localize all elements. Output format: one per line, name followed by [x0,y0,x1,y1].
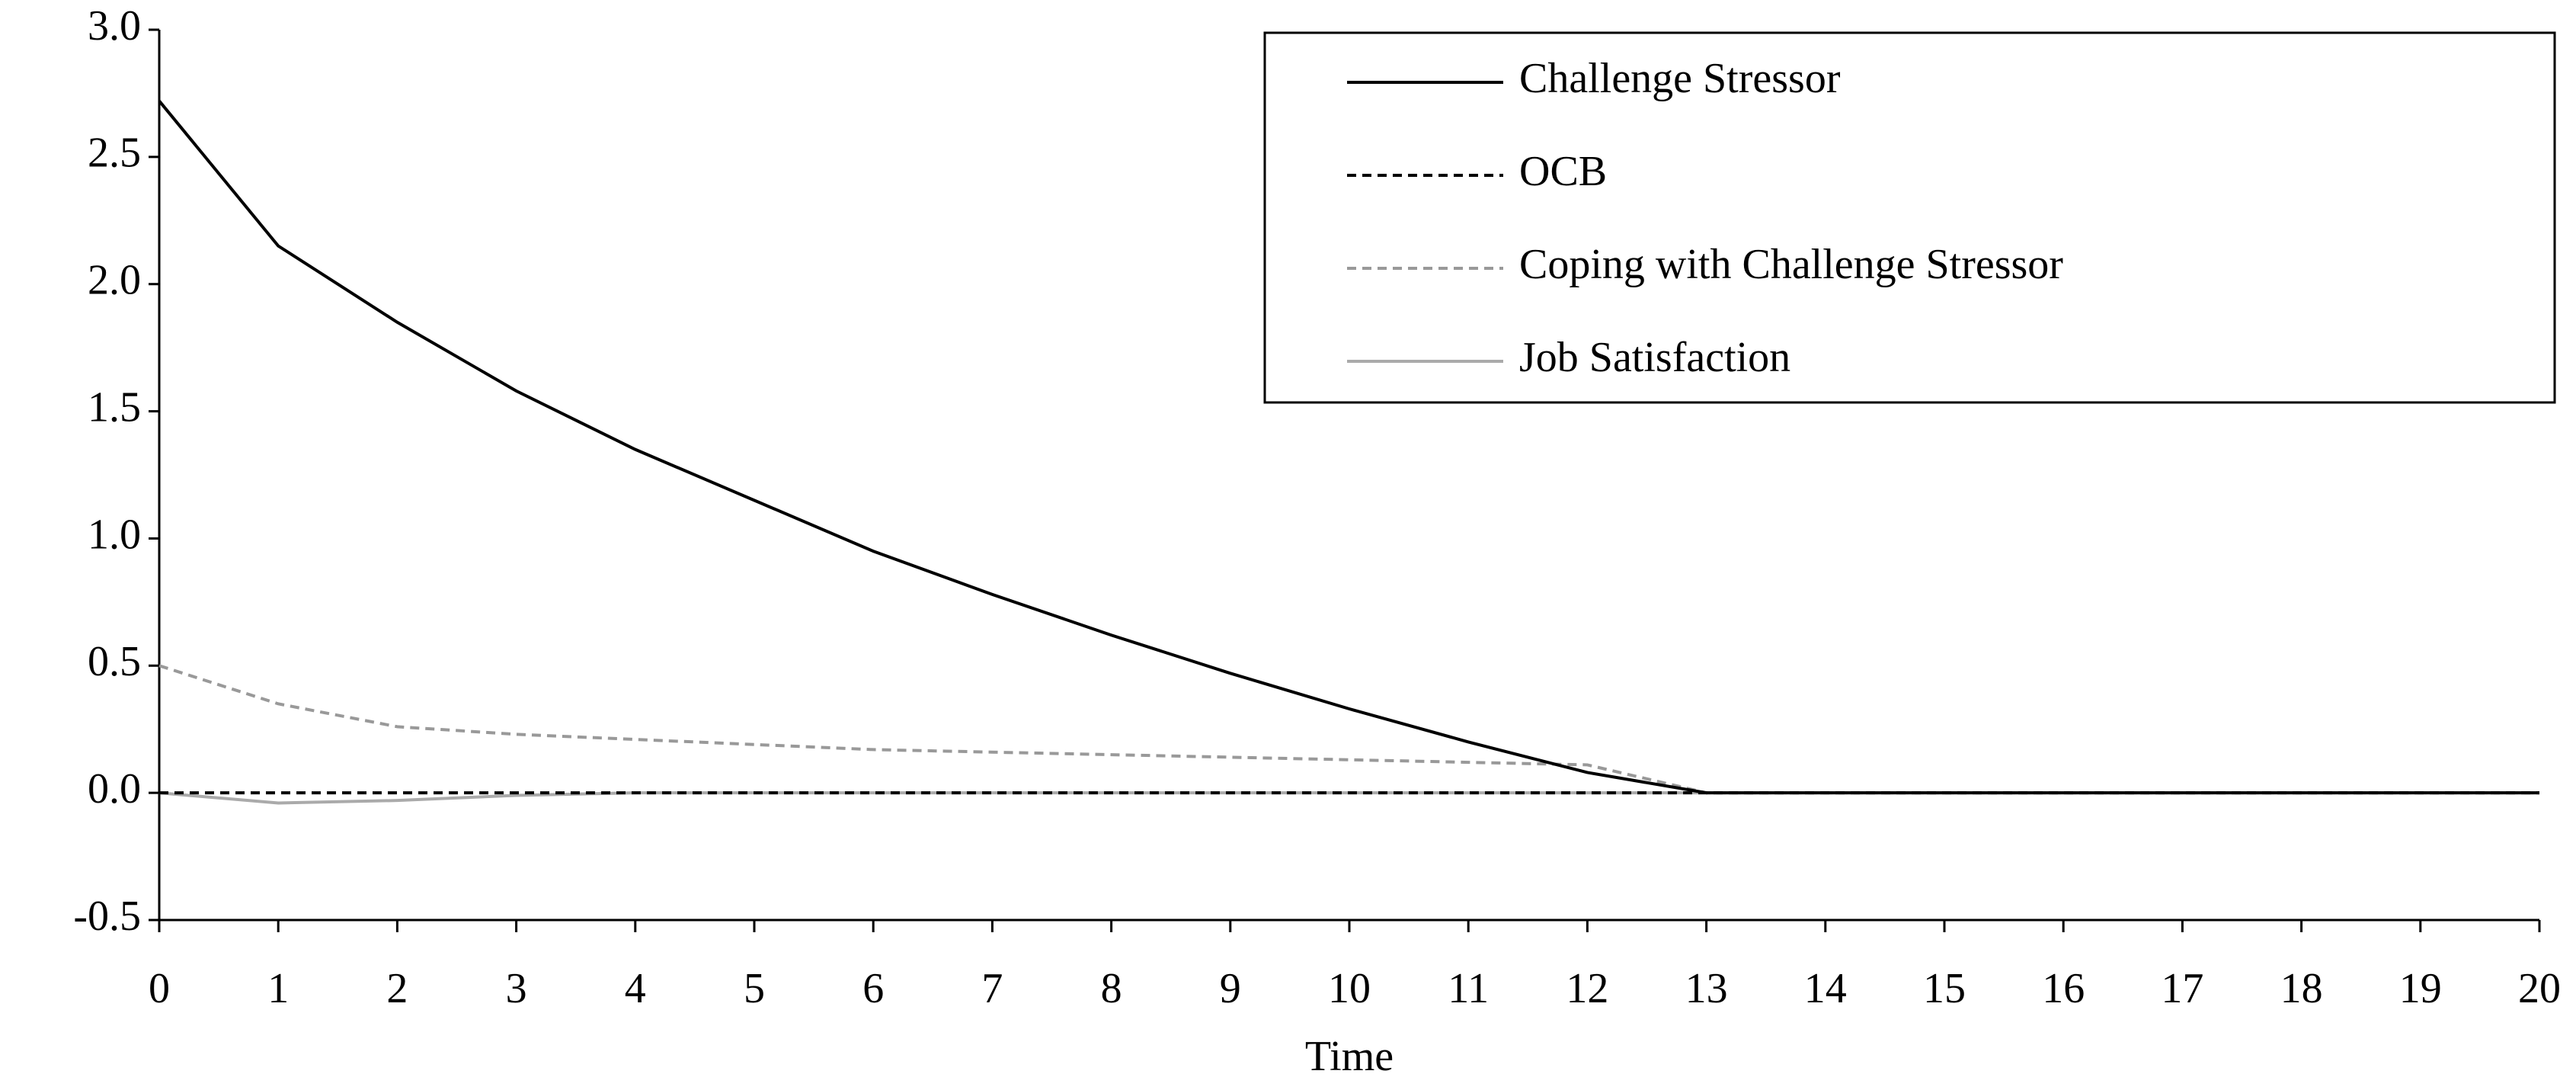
x-tick-label: 11 [1448,965,1489,1012]
y-tick-label: 0.0 [88,765,141,813]
x-tick-label: 13 [1685,965,1728,1012]
x-tick-label: 5 [744,965,765,1012]
x-tick-label: 9 [1220,965,1241,1012]
x-tick-label: 2 [386,965,408,1012]
x-tick-label: 15 [1923,965,1966,1012]
legend-label: OCB [1519,148,1607,195]
x-tick-label: 1 [267,965,289,1012]
x-tick-label: 8 [1101,965,1122,1012]
x-tick-label: 14 [1804,965,1847,1012]
x-tick-label: 20 [2518,965,2561,1012]
legend-label: Challenge Stressor [1519,55,1841,102]
legend-label: Job Satisfaction [1519,334,1790,381]
y-tick-label: 3.0 [88,2,141,50]
x-tick-label: 18 [2280,965,2323,1012]
legend-box [1263,31,2556,404]
y-tick-label: 1.0 [88,511,141,558]
x-tick-label: 12 [1566,965,1608,1012]
x-tick-label: 3 [506,965,527,1012]
series-line [158,100,2539,795]
x-axis-label: Time [1305,1033,1394,1080]
series-line [158,791,2539,805]
x-tick-label: 17 [2161,965,2203,1012]
x-tick-label: 0 [149,965,170,1012]
y-tick-label: -0.5 [73,893,141,940]
x-tick-label: 19 [2399,965,2442,1012]
legend-label: Coping with Challenge Stressor [1519,241,2063,288]
y-tick-label: 0.5 [88,638,141,685]
x-tick-label: 16 [2042,965,2085,1012]
x-tick-label: 4 [625,965,646,1012]
y-tick-label: 2.5 [88,130,141,177]
y-tick-label: 2.0 [88,257,141,304]
x-tick-label: 6 [862,965,884,1012]
x-tick-label: 7 [981,965,1003,1012]
y-tick-label: 1.5 [88,383,141,431]
x-tick-label: 10 [1328,965,1371,1012]
series-line [158,664,2539,795]
